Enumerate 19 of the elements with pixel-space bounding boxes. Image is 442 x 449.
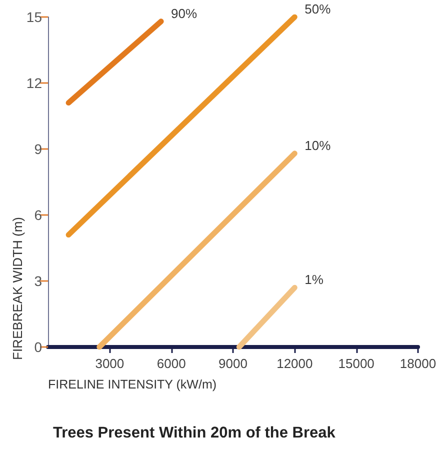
y-axis-title: FIREBREAK WIDTH (m): [10, 217, 25, 360]
series-label: 90%: [171, 6, 198, 21]
y-tick-label: 9: [34, 141, 42, 157]
text: Trees Present Within 20m of the Break: [53, 424, 336, 442]
x-axis-title: FIRELINE INTENSITY (kW/m): [48, 378, 217, 392]
x-tick-label: 12000: [276, 356, 313, 371]
series-label: 10%: [304, 138, 332, 153]
y-tick-label: 0: [34, 339, 42, 355]
x-tick-label: 3000: [95, 356, 124, 371]
x-tick-label: 18000: [400, 356, 436, 371]
y-tick-label: 15: [26, 9, 42, 25]
y-tick-label: 3: [34, 273, 42, 289]
y-tick-label: 6: [34, 207, 42, 223]
x-tick-label: 9000: [218, 356, 248, 371]
series-label: 1%: [304, 272, 324, 288]
y-tick-label: 12: [26, 75, 42, 91]
series-label: 50%: [304, 2, 332, 16]
x-tick-label: 6000: [156, 356, 186, 371]
x-tick-label: 15000: [338, 356, 374, 371]
